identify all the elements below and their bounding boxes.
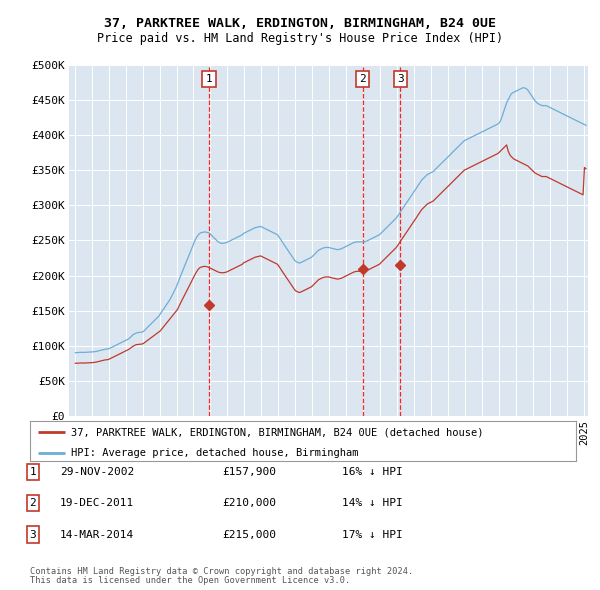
Text: 1: 1 — [29, 467, 37, 477]
Text: HPI: Average price, detached house, Birmingham: HPI: Average price, detached house, Birm… — [71, 448, 358, 458]
Text: 19-DEC-2011: 19-DEC-2011 — [60, 499, 134, 508]
Text: £215,000: £215,000 — [222, 530, 276, 539]
Text: 2: 2 — [359, 74, 366, 84]
Text: 16% ↓ HPI: 16% ↓ HPI — [342, 467, 403, 477]
Text: £210,000: £210,000 — [222, 499, 276, 508]
Text: 14-MAR-2014: 14-MAR-2014 — [60, 530, 134, 539]
Text: £157,900: £157,900 — [222, 467, 276, 477]
Text: 29-NOV-2002: 29-NOV-2002 — [60, 467, 134, 477]
Text: 37, PARKTREE WALK, ERDINGTON, BIRMINGHAM, B24 0UE: 37, PARKTREE WALK, ERDINGTON, BIRMINGHAM… — [104, 17, 496, 30]
Text: Contains HM Land Registry data © Crown copyright and database right 2024.: Contains HM Land Registry data © Crown c… — [30, 567, 413, 576]
Text: 3: 3 — [29, 530, 37, 539]
Text: This data is licensed under the Open Government Licence v3.0.: This data is licensed under the Open Gov… — [30, 576, 350, 585]
Text: 3: 3 — [397, 74, 404, 84]
Text: 17% ↓ HPI: 17% ↓ HPI — [342, 530, 403, 539]
Text: 1: 1 — [206, 74, 212, 84]
Text: 14% ↓ HPI: 14% ↓ HPI — [342, 499, 403, 508]
Text: 37, PARKTREE WALK, ERDINGTON, BIRMINGHAM, B24 0UE (detached house): 37, PARKTREE WALK, ERDINGTON, BIRMINGHAM… — [71, 427, 484, 437]
Text: Price paid vs. HM Land Registry's House Price Index (HPI): Price paid vs. HM Land Registry's House … — [97, 32, 503, 45]
Text: 2: 2 — [29, 499, 37, 508]
